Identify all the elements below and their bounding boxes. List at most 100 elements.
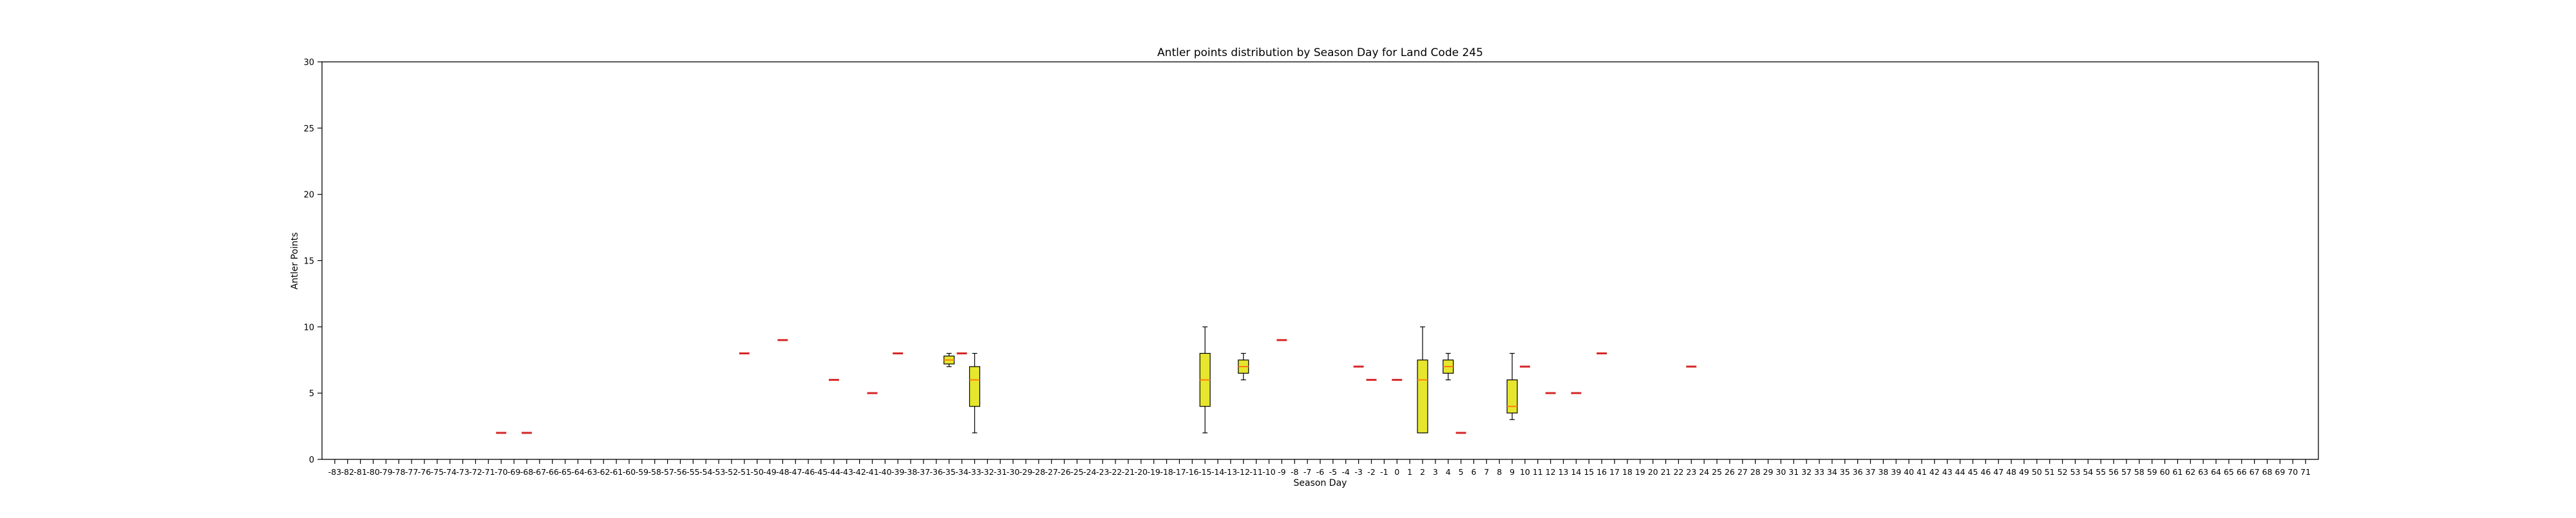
x-tick-label: -64 (571, 467, 584, 477)
x-tick-label: -4 (1342, 467, 1350, 477)
x-tick-label: 22 (1673, 467, 1683, 477)
x-tick-label: 0 (1394, 467, 1399, 477)
x-tick-label: -33 (968, 467, 981, 477)
x-tick-label: 32 (1801, 467, 1812, 477)
x-tick-label: -40 (878, 467, 891, 477)
x-tick-label: -6 (1316, 467, 1325, 477)
x-tick-label: 14 (1571, 467, 1581, 477)
x-tick-label: -1 (1380, 467, 1388, 477)
x-tick-label: 16 (1596, 467, 1607, 477)
x-tick-label: 2 (1420, 467, 1425, 477)
x-tick-label: -38 (904, 467, 917, 477)
x-tick-label: -66 (545, 467, 558, 477)
x-tick-label: -65 (558, 467, 571, 477)
x-tick-label: 20 (1648, 467, 1658, 477)
x-tick-label: -77 (405, 467, 418, 477)
box-day--35 (943, 352, 955, 367)
y-tick-label: 25 (303, 124, 314, 134)
x-tick-label: -36 (930, 467, 943, 477)
x-tick-label: 62 (2185, 467, 2195, 477)
x-tick-label: -21 (1122, 467, 1135, 477)
x-tick-label: -81 (354, 467, 366, 477)
x-tick-label: -78 (392, 467, 405, 477)
y-tick-label: 5 (309, 389, 314, 399)
x-tick-label: -27 (1045, 467, 1057, 477)
x-tick-label: -47 (789, 467, 802, 477)
x-tick-label: 6 (1471, 467, 1476, 477)
x-tick-label: -17 (1173, 467, 1186, 477)
x-tick-label: -35 (943, 467, 956, 477)
x-tick-label: -83 (328, 467, 341, 477)
x-tick-label: 65 (2224, 467, 2234, 477)
x-tick-label: -31 (994, 467, 1007, 477)
x-tick-label: -56 (674, 467, 687, 477)
x-tick-label: 26 (1725, 467, 1735, 477)
x-tick-label: -60 (623, 467, 636, 477)
y-tick-label: 10 (303, 323, 314, 332)
x-tick-label: -57 (661, 467, 674, 477)
x-tick-label: 13 (1558, 467, 1569, 477)
x-tick-label: -52 (725, 467, 738, 477)
box-day-4 (1443, 352, 1454, 381)
x-tick-label: -11 (1249, 467, 1262, 477)
x-tick-label: -37 (917, 467, 930, 477)
x-tick-label: -72 (469, 467, 482, 477)
x-tick-label: -73 (456, 467, 469, 477)
x-tick-label: -34 (955, 467, 968, 477)
x-tick-label: 28 (1750, 467, 1761, 477)
x-tick-label: 66 (2237, 467, 2247, 477)
x-tick-label: -12 (1237, 467, 1250, 477)
x-tick-label: -80 (366, 467, 379, 477)
x-tick-label: 17 (1609, 467, 1620, 477)
x-tick-label: 1 (1407, 467, 1412, 477)
x-tick-label: 29 (1763, 467, 1774, 477)
x-tick-label: -58 (648, 467, 661, 477)
x-tick-label: -75 (431, 467, 444, 477)
x-tick-label: 57 (2121, 467, 2132, 477)
box-day--33 (969, 352, 981, 434)
x-tick-label: 58 (2134, 467, 2145, 477)
x-tick-label: 8 (1497, 467, 1502, 477)
x-tick-label: -54 (699, 467, 712, 477)
x-tick-label: 47 (1993, 467, 2003, 477)
x-tick-label: 53 (2070, 467, 2080, 477)
x-tick-label: 23 (1686, 467, 1696, 477)
x-tick-label: -28 (1032, 467, 1045, 477)
x-tick-label: 24 (1699, 467, 1709, 477)
plot-area-frame (321, 61, 2319, 460)
box-day-2 (1417, 326, 1428, 434)
x-tick-label: 12 (1546, 467, 1556, 477)
x-tick-label: 68 (2262, 467, 2273, 477)
x-tick-label: -70 (495, 467, 507, 477)
x-tick-label: 27 (1738, 467, 1748, 477)
x-tick-label: 3 (1433, 467, 1438, 477)
x-axis-ticks: -83 -82 -81 -80 -79 -78 -77 -76 -75 -74 -73 -72 -71-… (328, 459, 2311, 477)
x-tick-label: 67 (2249, 467, 2260, 477)
x-tick-label: 37 (1866, 467, 1876, 477)
x-tick-label: 64 (2211, 467, 2221, 477)
x-tick-label: -23 (1096, 467, 1109, 477)
x-tick-label: 19 (1635, 467, 1645, 477)
x-tick-label: -41 (866, 467, 878, 477)
x-tick-label: -15 (1198, 467, 1211, 477)
x-tick-label: 45 (1968, 467, 1978, 477)
x-tick-label: 25 (1712, 467, 1722, 477)
x-tick-label: -67 (533, 467, 546, 477)
chart-title: Antler points distribution by Season Day… (1157, 46, 1483, 59)
x-tick-label: -14 (1211, 467, 1224, 477)
x-tick-label: -79 (379, 467, 392, 477)
x-tick-label: 51 (2045, 467, 2055, 477)
x-tick-label: 7 (1484, 467, 1489, 477)
x-tick-label: -42 (853, 467, 866, 477)
x-tick-label: -82 (341, 467, 354, 477)
x-tick-label: -39 (891, 467, 904, 477)
x-tick-label: 34 (1827, 467, 1837, 477)
x-tick-label: -29 (1019, 467, 1032, 477)
x-tick-label: 63 (2198, 467, 2208, 477)
x-tick-label: -24 (1083, 467, 1096, 477)
y-tick-label: 15 (303, 257, 314, 267)
x-tick-label: -9 (1278, 467, 1286, 477)
x-tick-label: 49 (2019, 467, 2029, 477)
